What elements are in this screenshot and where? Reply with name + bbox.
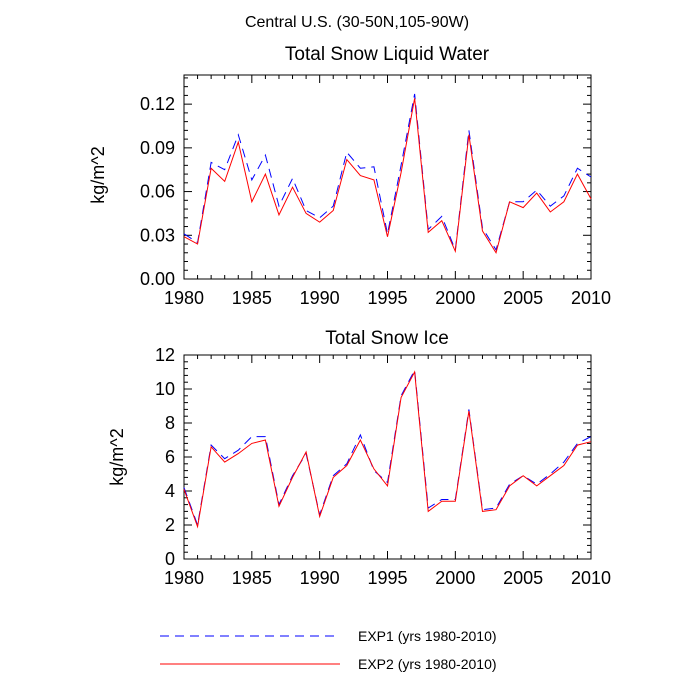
plot-frame [183,74,592,280]
panel-title: Total Snow Ice [325,328,449,349]
legend: EXP1 (yrs 1980-2010) EXP2 (yrs 1980-2010… [160,628,497,672]
x-tick-label: 1985 [232,568,272,588]
legend-label-exp2: EXP2 (yrs 1980-2010) [358,656,497,672]
panel-snow-liquid-water: Total Snow Liquid Water kg/m^2 1980 1985 1… [88,44,611,308]
figure-suptitle: Central U.S. (30-50N,105-90W) [245,14,469,31]
y-tick-label: 8 [165,413,175,433]
x-tick-label: 1990 [300,288,340,308]
x-tick-label: 2000 [435,288,475,308]
x-tick-label: 2005 [503,568,543,588]
plot-frame [183,354,592,560]
x-tick-label: 1985 [232,288,272,308]
x-tick-label: 1980 [164,568,204,588]
panel-title: Total Snow Liquid Water [285,44,490,65]
x-tick-label: 1990 [300,568,340,588]
y-axis-label: kg/m^2 [107,428,127,485]
panel-snow-ice: Total Snow Ice kg/m^2 1980 1985 1990 1995 20… [107,328,611,588]
y-tick-label: 10 [155,379,175,399]
legend-label-exp1: EXP1 (yrs 1980-2010) [358,628,497,644]
series-line-exp1 [183,368,592,527]
x-tick-label: 2010 [571,288,611,308]
x-tick-label: 2000 [435,568,475,588]
y-tick-label: 2 [165,515,175,535]
x-tick-label: 1995 [367,568,407,588]
y-tick-label: 0.00 [140,269,175,289]
y-tick-label: 4 [165,481,175,501]
x-tick-label: 1995 [367,288,407,308]
x-tick-label: 2005 [503,288,543,308]
y-tick-label: 0.03 [140,225,175,245]
series-line-exp2 [183,370,592,529]
y-tick-label: 0.06 [140,182,175,202]
y-tick-label: 0.12 [140,94,175,114]
y-axis-label: kg/m^2 [88,146,108,203]
y-tick-label: 12 [155,345,175,365]
x-tick-label: 1980 [164,288,204,308]
series-line-exp1 [183,93,592,252]
x-tick-label: 2010 [571,568,611,588]
y-tick-label: 0 [165,549,175,569]
y-tick-label: 6 [165,447,175,467]
y-tick-label: 0.09 [140,138,175,158]
series-line-exp2 [183,98,592,255]
